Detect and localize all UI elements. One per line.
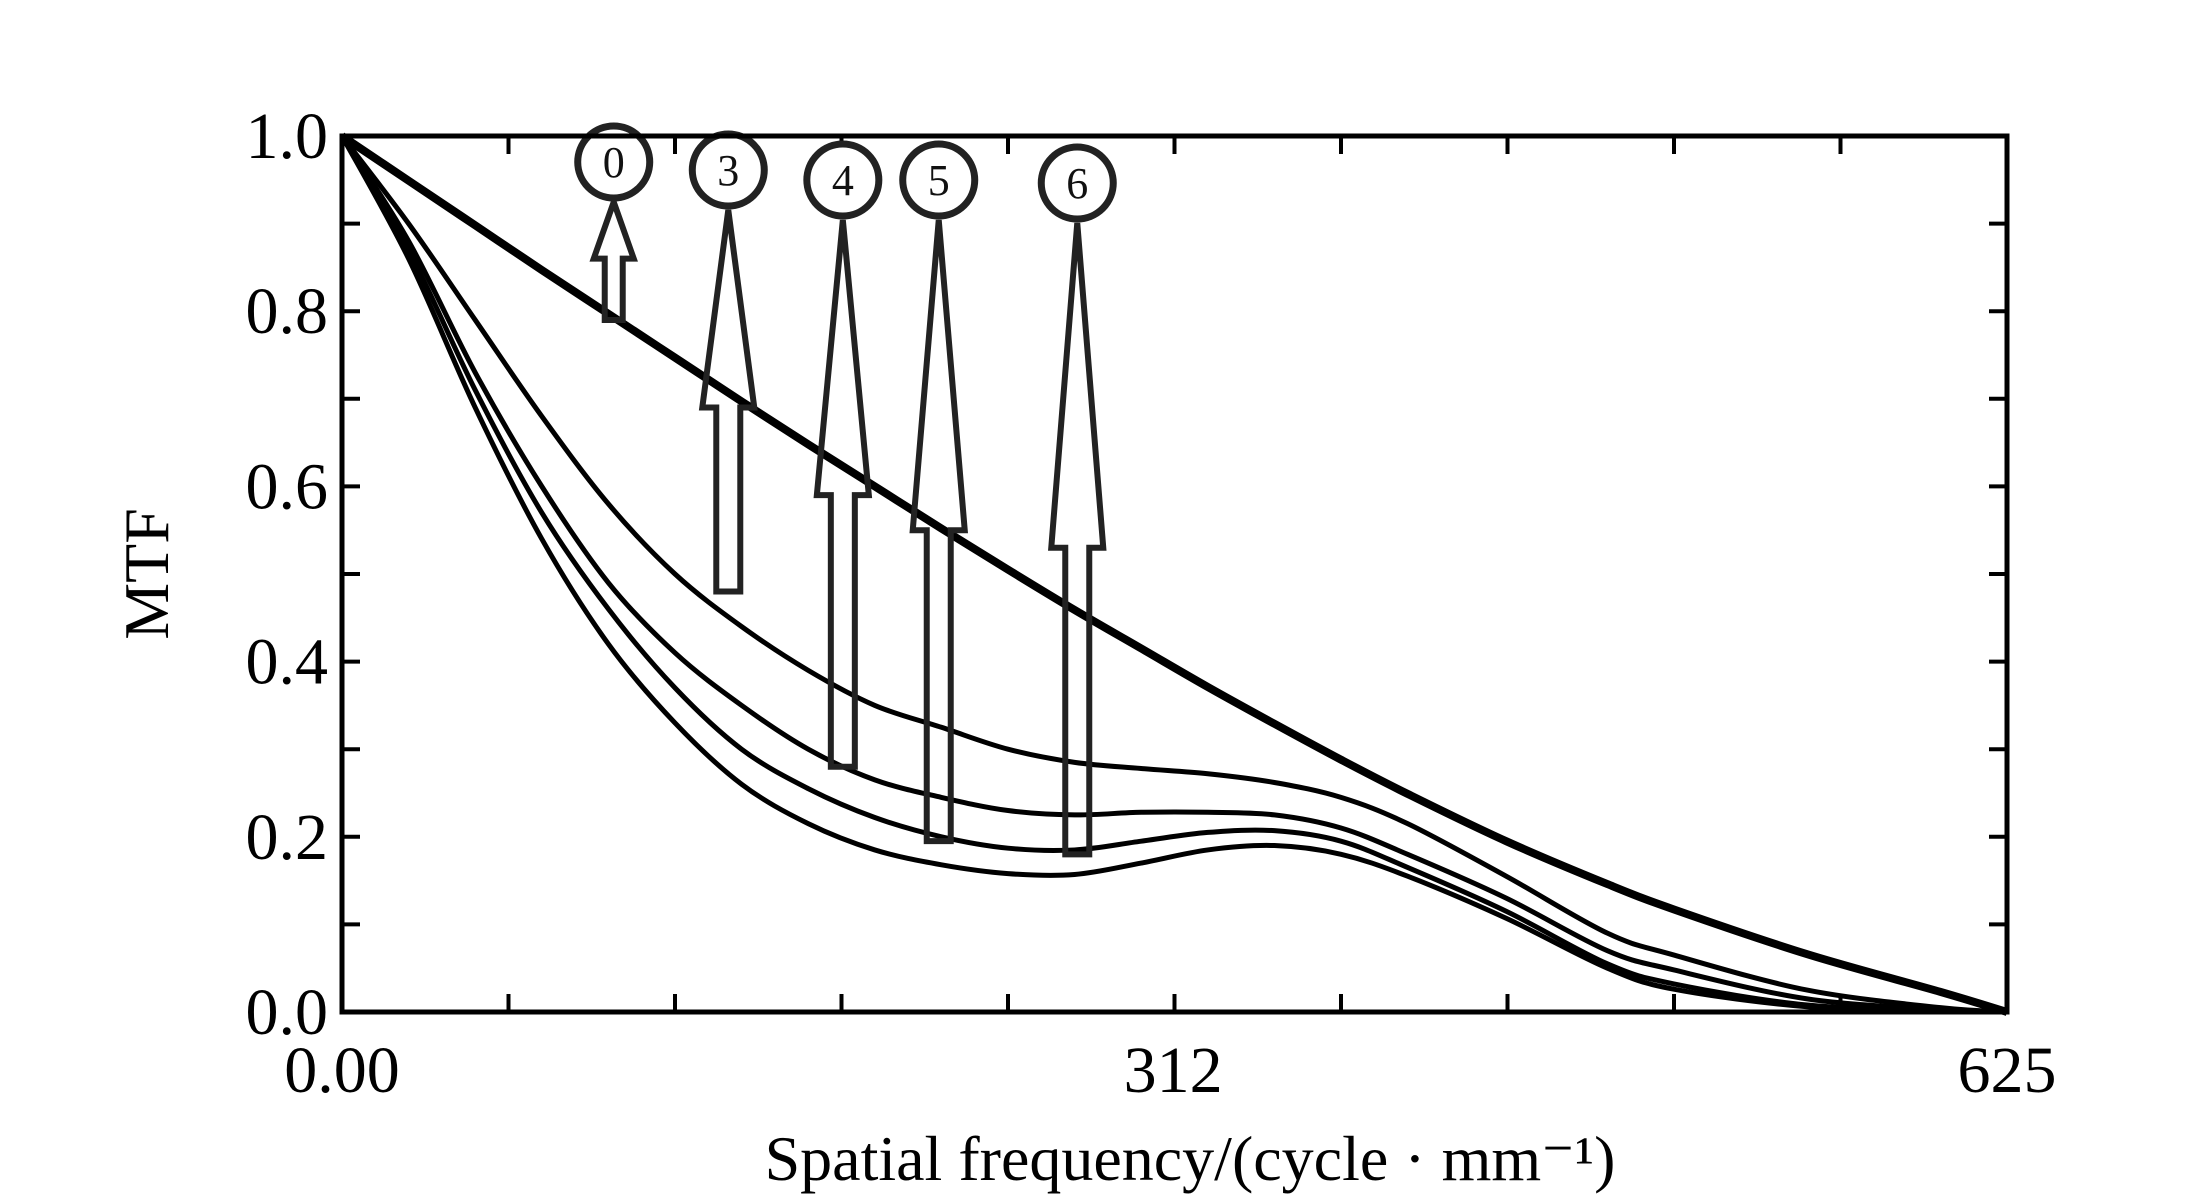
y-tick-label: 1.0 — [246, 100, 329, 173]
mtf-curve-6 — [339, 134, 2008, 1015]
mtf-curves — [339, 132, 2009, 1016]
mtf-curve-3 — [340, 134, 2008, 1015]
y-tick-label: 0.8 — [246, 275, 329, 348]
y-tick-label: 0.2 — [246, 801, 329, 874]
annotation-arrow — [698, 209, 758, 595]
annotation-label: 5 — [928, 156, 950, 205]
curve-annotations: 0 3 4 5 6 — [574, 122, 1117, 858]
tick-labels: 0.00 312 625 0.0 0.2 0.4 0.6 0.8 1.0 — [246, 100, 2057, 1107]
annotation-arrow — [1048, 222, 1107, 858]
y-tick-label: 0.4 — [246, 626, 329, 699]
annotation-circle — [899, 140, 979, 220]
x-tick-label: 625 — [1958, 1034, 2057, 1107]
x-axis-title: Spatial frequency/(cycle · mm⁻¹) — [765, 1123, 1616, 1194]
y-tick-label: 0.0 — [246, 976, 329, 1049]
annotation-circle — [574, 122, 654, 202]
plot-frame — [339, 133, 2010, 1015]
mtf-curve-4 — [339, 134, 2008, 1015]
annotation-label: 0 — [603, 138, 625, 187]
y-axis-title: MTF — [111, 508, 182, 640]
x-tick-label: 312 — [1124, 1034, 1223, 1107]
axis-ticks — [342, 136, 2007, 1012]
annotation-label: 6 — [1066, 159, 1088, 208]
mtf-curve-5 — [339, 134, 2008, 1015]
y-tick-label: 0.6 — [246, 450, 329, 523]
annotation-circle — [1037, 143, 1117, 223]
annotation-arrow — [813, 219, 873, 770]
mtf-curve-0 — [339, 132, 2009, 1016]
annotation-label: 3 — [717, 146, 739, 195]
annotation-arrow — [589, 192, 638, 323]
annotation-arrow — [909, 219, 968, 845]
x-tick-label: 0.00 — [284, 1034, 400, 1107]
annotation-circle — [803, 140, 883, 220]
annotation-label: 4 — [832, 156, 854, 205]
